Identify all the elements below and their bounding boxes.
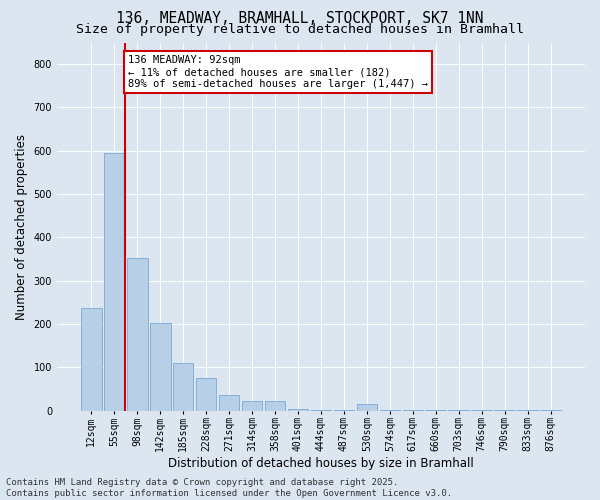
Text: 136, MEADWAY, BRAMHALL, STOCKPORT, SK7 1NN: 136, MEADWAY, BRAMHALL, STOCKPORT, SK7 1…	[116, 11, 484, 26]
Bar	[127, 258, 148, 410]
Text: Size of property relative to detached houses in Bramhall: Size of property relative to detached ho…	[76, 22, 524, 36]
Bar	[104, 153, 125, 410]
Bar	[242, 401, 262, 410]
Bar	[81, 308, 101, 410]
Bar	[150, 323, 170, 410]
Bar	[173, 363, 193, 410]
Bar	[356, 404, 377, 410]
X-axis label: Distribution of detached houses by size in Bramhall: Distribution of detached houses by size …	[168, 457, 474, 470]
Text: Contains HM Land Registry data © Crown copyright and database right 2025.
Contai: Contains HM Land Registry data © Crown c…	[6, 478, 452, 498]
Bar	[265, 401, 286, 410]
Bar	[219, 396, 239, 410]
Y-axis label: Number of detached properties: Number of detached properties	[15, 134, 28, 320]
Bar	[196, 378, 217, 410]
Text: 136 MEADWAY: 92sqm
← 11% of detached houses are smaller (182)
89% of semi-detach: 136 MEADWAY: 92sqm ← 11% of detached hou…	[128, 56, 428, 88]
